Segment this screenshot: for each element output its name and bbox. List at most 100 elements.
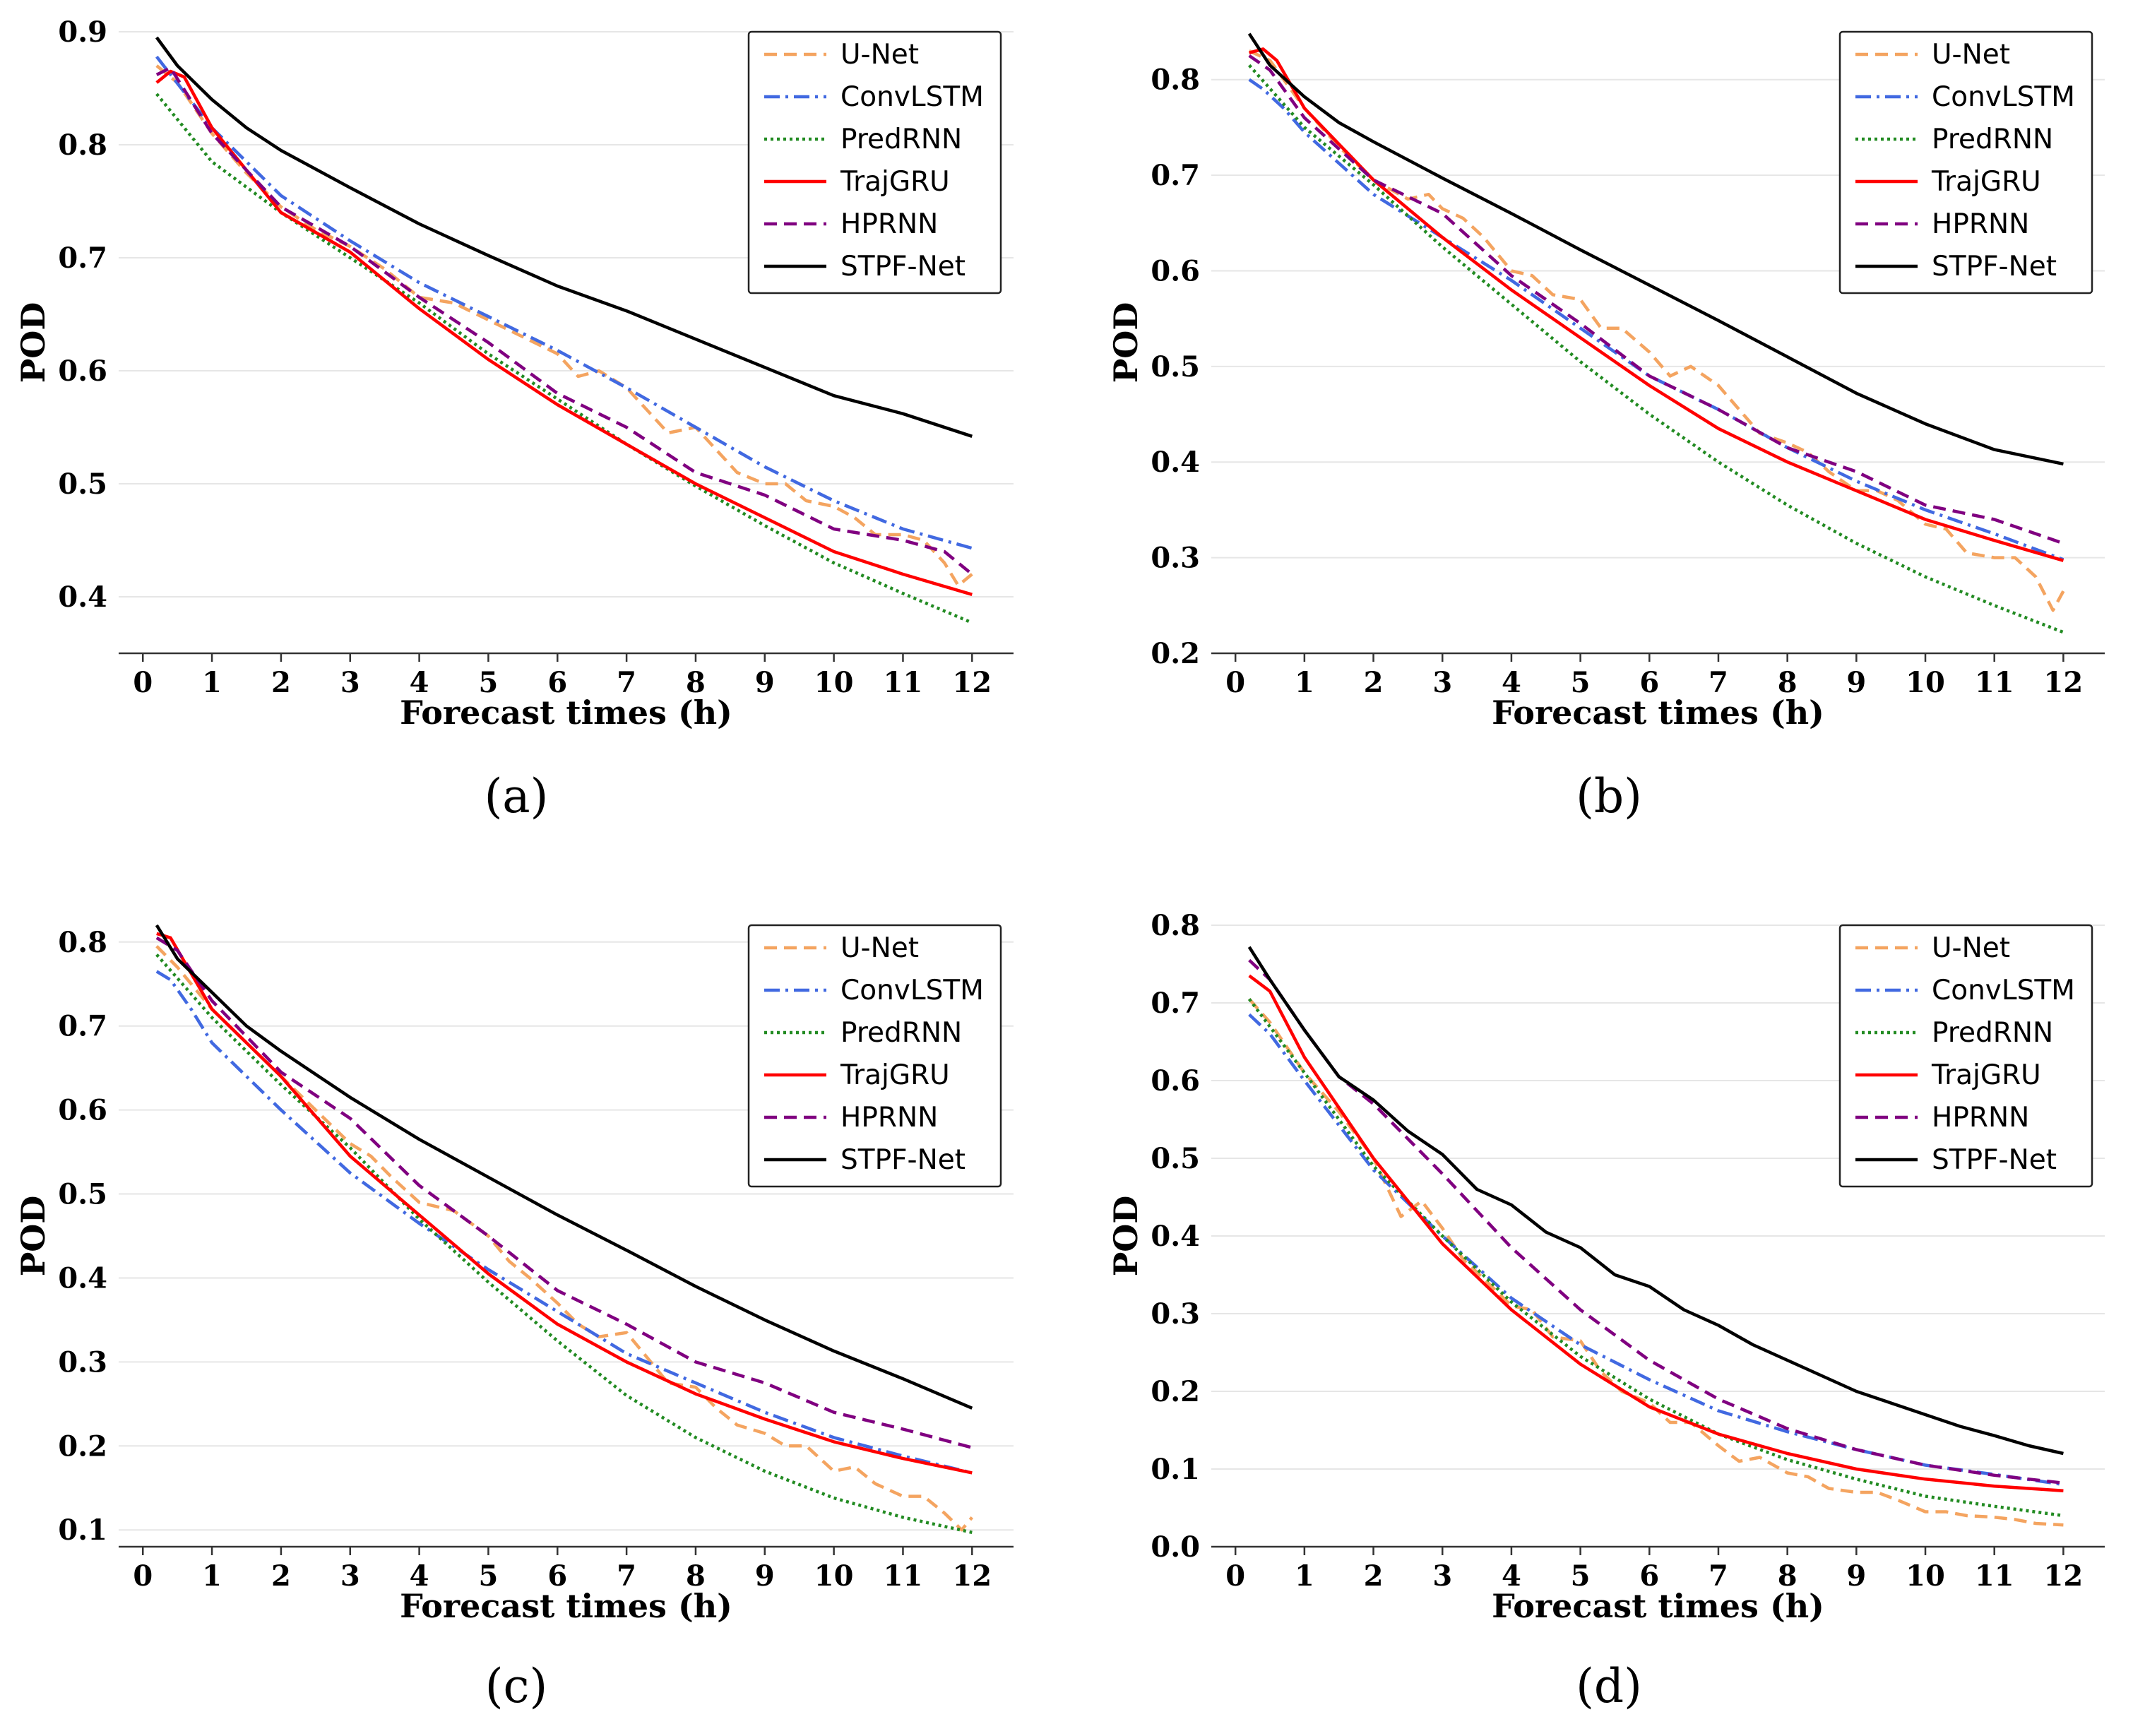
x-tick-label: 6	[547, 666, 567, 699]
x-tick-label: 0	[1225, 1559, 1245, 1593]
series-line-u-net	[155, 64, 973, 588]
legend-entry: U-Net	[840, 932, 919, 964]
legend-box	[1838, 30, 2093, 295]
x-axis-label: Forecast times (h)	[1492, 694, 1824, 732]
legend-entry: PredRNN	[1932, 124, 2053, 155]
y-tick-label: 0.2	[1151, 1375, 1200, 1408]
legend-entry: TrajGRU	[840, 166, 950, 198]
legend-entry: ConvLSTM	[1932, 975, 2075, 1006]
series-line-u-net	[1248, 998, 2064, 1527]
x-tick-label: 3	[340, 1559, 360, 1593]
x-tick-label: 11	[1975, 666, 2014, 699]
series-line-hprnn	[155, 66, 973, 576]
x-axis-label: Forecast times (h)	[400, 694, 732, 732]
y-tick-label: 0.6	[58, 1094, 107, 1127]
series-line-convlstm	[1248, 78, 2064, 561]
legend-entry: TrajGRU	[1931, 166, 2041, 198]
x-tick-label: 0	[133, 666, 153, 699]
y-tick-label: 0.0	[1151, 1530, 1200, 1564]
legend: U-Net ConvLSTM PredRNN TrajGRU HPRNN STPF-Net	[747, 924, 1002, 1188]
y-tick-label: 0.3	[1151, 1297, 1200, 1331]
legend-entry: HPRNN	[840, 208, 938, 240]
y-tick-label: 0.1	[58, 1514, 107, 1547]
y-axis-label: POD	[1107, 1196, 1145, 1277]
x-tick-label: 12	[952, 1559, 992, 1593]
x-tick-label: 3	[1432, 1559, 1452, 1593]
x-tick-label: 2	[1364, 1559, 1384, 1593]
x-tick-label: 9	[755, 1559, 775, 1593]
x-tick-label: 9	[1846, 666, 1866, 699]
y-tick-label: 0.5	[1151, 350, 1200, 384]
x-tick-label: 10	[814, 1559, 854, 1593]
x-tick-label: 6	[1639, 666, 1659, 699]
series-line-stpf-net	[1247, 32, 2064, 466]
x-tick-label: 10	[814, 666, 854, 699]
x-tick-label: 8	[1778, 666, 1798, 699]
series-line-convlstm	[155, 55, 973, 550]
series-line-hprnn	[1248, 54, 2064, 545]
x-tick-label: 11	[884, 666, 923, 699]
legend-entry: ConvLSTM	[1932, 81, 2075, 113]
x-tick-label: 6	[1639, 1559, 1659, 1593]
legend-entry: ConvLSTM	[840, 975, 984, 1006]
y-tick-label: 0.4	[58, 1261, 107, 1295]
y-tick-label: 0.7	[1151, 987, 1200, 1020]
series-line-trajgru	[1248, 974, 2064, 1493]
x-tick-label: 1	[1295, 666, 1314, 699]
series-line-convlstm	[1248, 1013, 2064, 1487]
legend-box	[747, 30, 1002, 295]
y-tick-label: 0.1	[1151, 1453, 1200, 1486]
x-tick-label: 5	[1571, 1559, 1591, 1593]
x-tick-label: 2	[1364, 666, 1384, 699]
x-tick-label: 1	[1295, 1559, 1314, 1593]
x-tick-label: 2	[271, 1559, 291, 1593]
legend-entry: PredRNN	[1932, 1017, 2053, 1049]
x-tick-label: 10	[1906, 666, 1945, 699]
y-tick-label: 0.7	[58, 242, 107, 275]
y-tick-label: 0.9	[58, 16, 107, 49]
y-tick-label: 0.5	[58, 468, 107, 501]
x-tick-label: 2	[271, 666, 291, 699]
panel-label: (a)	[485, 769, 549, 824]
legend-entry: ConvLSTM	[840, 81, 984, 113]
legend-entry: HPRNN	[1932, 1102, 2029, 1134]
y-tick-label: 0.7	[58, 1010, 107, 1043]
series-group	[155, 36, 973, 624]
x-tick-label: 12	[2044, 1559, 2084, 1593]
legend: U-Net ConvLSTM PredRNN TrajGRU HPRNN STPF-Net	[747, 30, 1002, 295]
panel-label: (c)	[485, 1659, 547, 1713]
y-tick-label: 0.5	[58, 1178, 107, 1211]
series-line-predrnn	[1248, 64, 2064, 634]
legend-entry: PredRNN	[840, 124, 962, 155]
x-tick-label: 7	[617, 666, 636, 699]
x-tick-label: 11	[884, 1559, 923, 1593]
series-group	[155, 924, 974, 1534]
legend-entry: STPF-Net	[1932, 1144, 2057, 1176]
legend-entry: TrajGRU	[840, 1059, 950, 1091]
x-tick-label: 6	[547, 1559, 567, 1593]
series-line-predrnn	[1247, 998, 2064, 1518]
x-tick-label: 4	[1502, 1559, 1521, 1593]
series-line-stpf-net	[155, 924, 973, 1410]
legend-entry: PredRNN	[840, 1017, 962, 1049]
y-tick-label: 0.8	[1151, 64, 1200, 97]
legend: U-Net ConvLSTM PredRNN TrajGRU HPRNN STPF-Net	[1838, 30, 2093, 295]
legend: U-Net ConvLSTM PredRNN TrajGRU HPRNN STPF-Net	[1838, 924, 2093, 1188]
series-line-trajgru	[155, 69, 973, 596]
chart-panel-c: 0 1 2 3 4 5 6 7 8 9 10 11 120.10.20.30.40.50.60.70.8…	[14, 924, 1014, 1713]
x-tick-label: 5	[479, 1559, 499, 1593]
series-line-stpf-net	[1247, 946, 2064, 1456]
legend-entry: STPF-Net	[840, 251, 966, 283]
y-tick-label: 0.7	[1151, 159, 1200, 192]
x-tick-label: 12	[2044, 666, 2084, 699]
legend-entry: STPF-Net	[1932, 251, 2057, 283]
x-tick-label: 7	[617, 1559, 636, 1593]
legend-entry: HPRNN	[1932, 208, 2029, 240]
x-tick-label: 4	[1502, 666, 1521, 699]
y-axis-label: POD	[14, 302, 52, 384]
y-axis-label: POD	[1107, 302, 1145, 384]
series-line-convlstm	[155, 970, 973, 1475]
y-tick-label: 0.8	[58, 129, 107, 162]
chart-panel-a: 0 1 2 3 4 5 6 7 8 9 10 11 120.40.50.60.70.80.9Foreca…	[14, 16, 1014, 824]
